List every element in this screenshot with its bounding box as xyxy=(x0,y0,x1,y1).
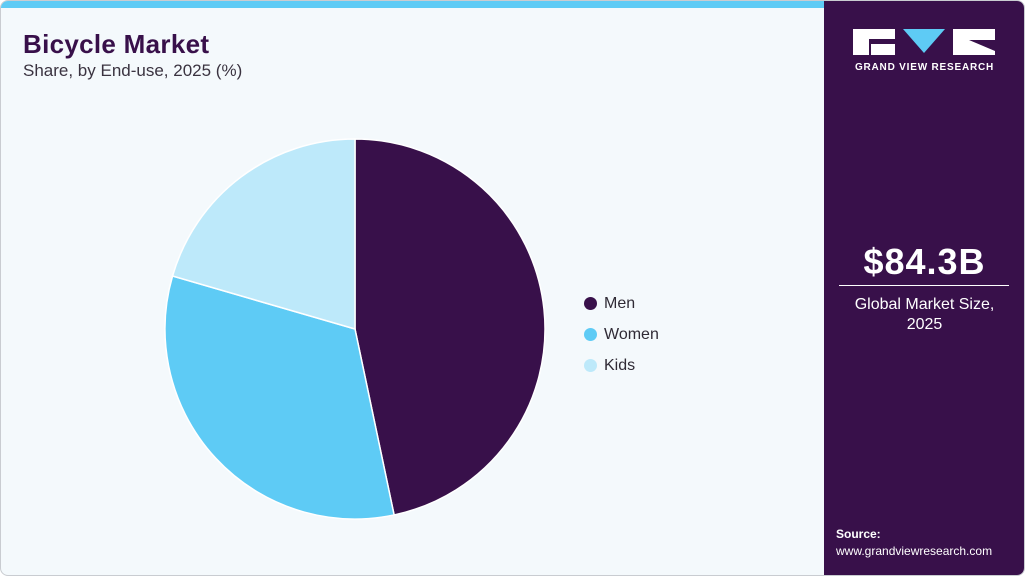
legend-dot-women-icon xyxy=(584,328,597,341)
legend-label: Women xyxy=(604,325,659,343)
pie-slice-women xyxy=(164,275,396,520)
legend-label: Men xyxy=(604,294,636,312)
divider xyxy=(839,285,1009,286)
legend-item-men: Men xyxy=(584,288,659,319)
pie-slice-kids xyxy=(171,138,356,330)
grand-view-research-logo-icon xyxy=(853,29,995,55)
legend-item-kids: Kids xyxy=(584,350,659,381)
market-size-caption: Global Market Size, 2025 xyxy=(824,295,1024,335)
market-size-value: $84.3B xyxy=(863,241,986,282)
chart-legend: Men Women Kids xyxy=(584,288,659,381)
pie-slice-men xyxy=(354,138,546,516)
info-sidebar: GRAND VIEW RESEARCH $84.3B Global Market… xyxy=(824,1,1024,575)
legend-dot-men-icon xyxy=(584,297,597,310)
legend-item-women: Women xyxy=(584,319,659,350)
legend-dot-kids-icon xyxy=(584,359,597,372)
caption-line-1: Global Market Size, xyxy=(854,296,995,313)
source-label: Source: xyxy=(836,527,881,541)
source-url: www.grandviewresearch.com xyxy=(836,544,993,558)
logo-text: GRAND VIEW RESEARCH xyxy=(854,62,995,73)
chart-title: Bicycle Market xyxy=(23,29,210,59)
caption-line-2: 2025 xyxy=(906,316,943,333)
pie-chart xyxy=(164,138,546,520)
legend-label: Kids xyxy=(604,356,636,374)
accent-top-bar xyxy=(1,1,824,8)
chart-subtitle: Share, by End-use, 2025 (%) xyxy=(23,61,243,80)
